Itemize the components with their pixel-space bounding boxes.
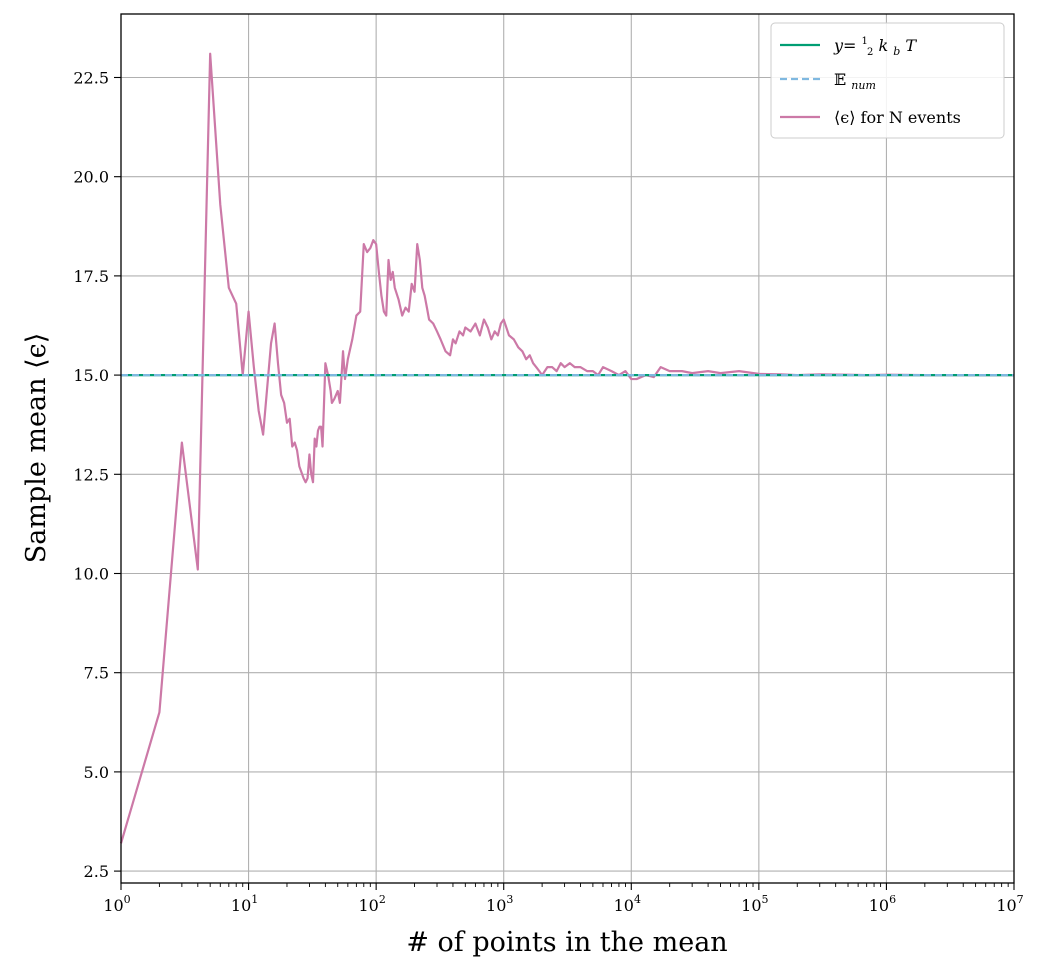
- y-tick-label: 10.0: [73, 564, 109, 583]
- y-tick-label: 2.5: [84, 862, 109, 881]
- x-tick-label: 106: [869, 893, 896, 915]
- legend-label-sample: ⟨ϵ⟩ for N events: [834, 108, 961, 127]
- grid-lines: [121, 14, 1014, 883]
- plot-frame: [120, 13, 1015, 884]
- legend-label-theory: y= 1 2 k b T: [833, 29, 917, 59]
- x-tick-labels: 100 101 102 103 104 105 106 107: [103, 893, 1023, 915]
- x-tick-label: 103: [486, 893, 513, 915]
- legend-sample-symbol: ⟨ϵ⟩: [834, 108, 855, 127]
- y-tick-label: 20.0: [73, 168, 109, 187]
- y-tick-labels: 2.5 5.0 7.5 10.0 12.5 15.0 17.5 20.0 22.5: [73, 68, 109, 881]
- y-tick-label: 7.5: [84, 664, 109, 683]
- x-tick-label: 100: [103, 893, 130, 915]
- series-layer: [119, 52, 1014, 844]
- legend-theory-frac-den: 2: [867, 47, 873, 58]
- legend-numeric-sub: num: [851, 79, 876, 92]
- x-axis-title: # of points in the mean: [406, 927, 727, 958]
- y-tick-label: 15.0: [73, 366, 109, 385]
- legend-sample-text: for N events: [861, 108, 961, 127]
- y-tick-label: 5.0: [84, 763, 109, 782]
- y-tick-label: 22.5: [73, 68, 109, 87]
- x-tick-label: 105: [741, 893, 768, 915]
- x-tick-label: 101: [231, 893, 258, 915]
- legend-theory-frac-num: 1: [862, 36, 868, 47]
- legend-theory-prefix: y=: [833, 36, 856, 55]
- plot-area: [119, 13, 1015, 884]
- y-tick-label: 17.5: [73, 267, 109, 286]
- legend-theory-k-sub: b: [893, 45, 900, 58]
- legend-theory-t: T: [905, 36, 917, 55]
- legend-theory-k: k: [878, 36, 888, 55]
- x-tick-label: 107: [996, 893, 1023, 915]
- plot-background: [121, 14, 1014, 883]
- y-tick-label: 12.5: [73, 465, 109, 484]
- y-axis-title: Sample mean ⟨ϵ⟩: [21, 333, 52, 564]
- x-tick-label: 104: [614, 893, 641, 915]
- legend: y= 1 2 k b T 𝔼 num ⟨ϵ⟩ for N events: [770, 22, 1005, 139]
- series-line-2: [119, 52, 1014, 844]
- legend-label-numeric: 𝔼 num: [834, 70, 876, 92]
- legend-box: [770, 22, 1005, 139]
- axis-ticks: [114, 76, 1015, 890]
- legend-numeric-symbol: 𝔼: [834, 70, 846, 89]
- x-tick-label: 102: [358, 893, 385, 915]
